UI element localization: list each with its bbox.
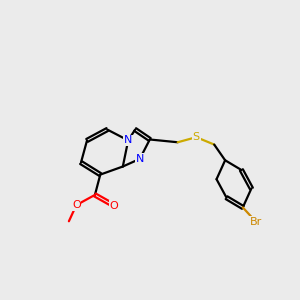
Text: O: O — [72, 200, 81, 210]
Text: N: N — [124, 135, 132, 146]
Text: S: S — [193, 132, 200, 142]
Text: Br: Br — [250, 217, 262, 227]
Text: O: O — [110, 201, 118, 211]
Text: N: N — [136, 154, 144, 164]
